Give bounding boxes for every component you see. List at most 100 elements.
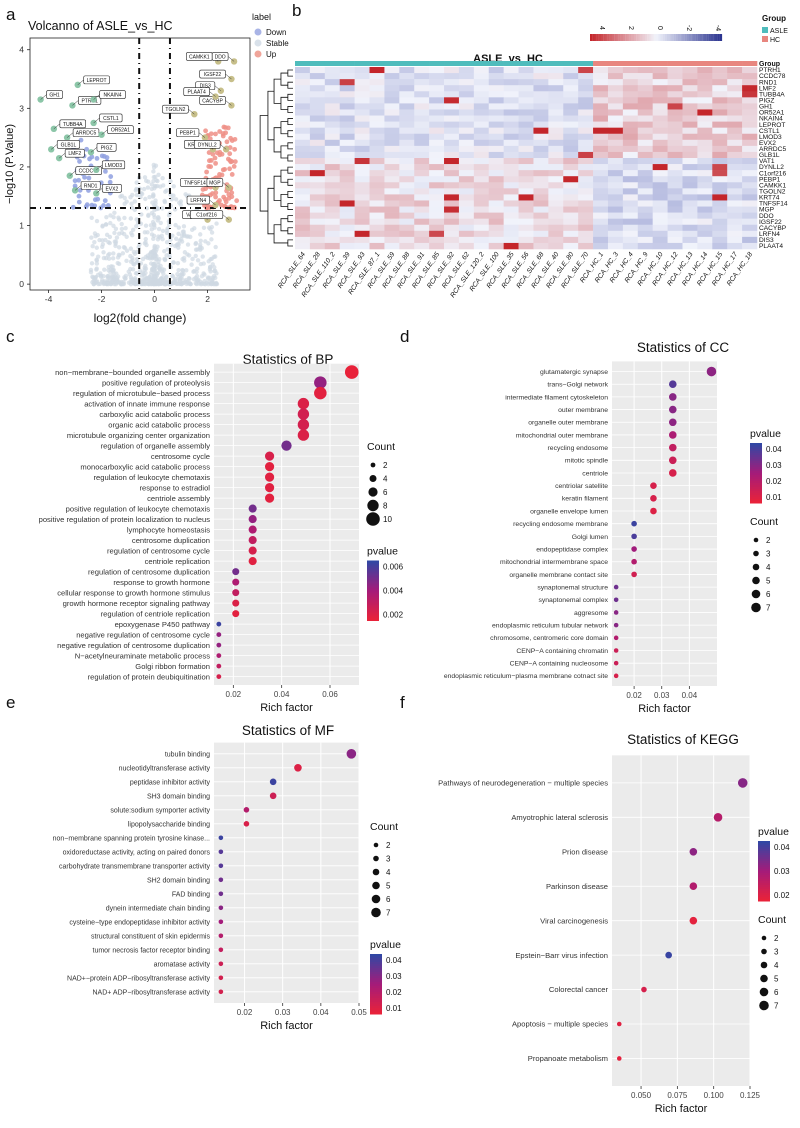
volcano-point-up: [212, 155, 218, 161]
cc-count-legend-label: 5: [766, 577, 771, 586]
heatmap-cell: [563, 212, 579, 219]
volcano-legend-label: Stable: [266, 39, 289, 48]
heatmap-cell: [369, 194, 385, 201]
heatmap-group-cell: [533, 61, 549, 66]
heatmap-cell: [727, 158, 743, 165]
heatmap-group-cell: [682, 61, 698, 66]
cc-pvalue-gradient-step: [750, 471, 762, 474]
bp-pvalue-gradient-step: [367, 612, 379, 615]
heatmap-cell: [488, 97, 504, 104]
heatmap-dendro-branch: [280, 218, 288, 232]
heatmap-cell: [548, 151, 564, 159]
bp-dot: [344, 365, 359, 379]
bp-term-label: positive regulation of leukocyte chemota…: [66, 504, 211, 513]
heatmap-cell: [503, 127, 519, 135]
heatmap-cell: [488, 236, 504, 244]
heatmap-cell: [593, 85, 609, 92]
heatmap-cell: [712, 85, 728, 92]
heatmap-cell: [697, 188, 713, 195]
cc-pvalue-gradient-step: [750, 477, 762, 480]
heatmap-cell: [324, 103, 341, 110]
heatmap-cell: [637, 170, 653, 177]
heatmap-cell: [518, 145, 534, 153]
bp-term-label: negative regulation of centrosome cycle: [76, 630, 210, 639]
heatmap-cell: [384, 188, 400, 195]
heatmap-cell: [593, 194, 609, 201]
volcano-labeled-point: [74, 81, 81, 89]
heatmap-cell: [399, 176, 415, 183]
volcano-point-stable: [148, 272, 154, 278]
heatmap-cell: [637, 206, 653, 213]
heatmap-cell: [652, 200, 668, 207]
heatmap-scale-step: [664, 34, 668, 41]
heatmap-cell: [295, 218, 311, 226]
heatmap-cell: [548, 176, 564, 183]
heatmap-cell: [742, 97, 758, 104]
kegg-pvalue-gradient-step: [758, 857, 770, 860]
heatmap-dendro-branch: [287, 239, 293, 247]
heatmap-cell: [458, 224, 475, 232]
heatmap-cell: [712, 109, 728, 116]
heatmap-cell: [697, 67, 713, 74]
heatmap-cell: [369, 139, 385, 147]
heatmap-cell: [593, 133, 609, 141]
mf-term-label: peptidase inhibitor activity: [130, 779, 211, 786]
heatmap-scale-step: [651, 34, 654, 41]
volcano-point-stable: [201, 225, 207, 230]
volcano-point-stable: [132, 276, 138, 281]
heatmap-cell: [667, 164, 683, 171]
volcano-point-stable: [159, 233, 165, 239]
heatmap-cell: [339, 176, 355, 183]
cc-count-legend-dot: [751, 589, 761, 599]
heatmap-cell: [578, 133, 594, 141]
heatmap-cell: [458, 121, 475, 128]
heatmap-cell: [682, 188, 698, 195]
heatmap-cell: [712, 170, 728, 177]
bp-term-label: activation of innate immune response: [84, 399, 210, 408]
heatmap-cell: [637, 79, 653, 86]
heatmap-dendro-branch: [280, 121, 288, 135]
volcano-point-stable: [128, 216, 134, 221]
kegg-pvalue-gradient-step: [758, 861, 770, 864]
heatmap-cell: [339, 127, 355, 135]
bp-term-label: negative regulation of centrosome duplic…: [57, 641, 210, 650]
cc-dot: [613, 635, 619, 641]
heatmap-cell: [473, 103, 490, 110]
heatmap-cell: [488, 121, 504, 128]
volcano-point-stable: [159, 277, 165, 282]
heatmap-group-legend-swatch: [762, 27, 768, 33]
heatmap-cell: [309, 206, 326, 213]
heatmap-cell: [444, 97, 460, 104]
volcano-point-stable: [129, 201, 134, 206]
heatmap-cell: [309, 127, 326, 135]
heatmap-cell: [667, 121, 683, 128]
heatmap-cell: [324, 176, 341, 183]
kegg-pvalue-gradient-step: [758, 843, 770, 846]
kegg-pvalue-gradient-step: [758, 865, 770, 868]
heatmap-cell: [324, 206, 341, 213]
heatmap-cell: [414, 200, 430, 207]
heatmap-cell: [727, 103, 743, 110]
heatmap-cell: [295, 242, 311, 250]
heatmap-scale-step: [680, 34, 683, 41]
mf-pvalue-gradient-step: [370, 958, 382, 961]
heatmap-cell: [339, 182, 355, 189]
heatmap-cell: [563, 236, 579, 244]
heatmap-cell: [518, 91, 534, 98]
panel-letter-a: a: [6, 5, 16, 24]
bp-term-label: non−membrane−bounded organelle assembly: [55, 368, 210, 377]
bp-dot: [264, 493, 275, 503]
kegg-term-label: Prion disease: [562, 847, 608, 856]
heatmap-cell: [578, 103, 594, 110]
heatmap-cell: [548, 230, 564, 238]
heatmap-cell: [503, 230, 519, 238]
heatmap-cell: [324, 67, 341, 74]
heatmap-gene-label: CAMKK1: [759, 182, 786, 189]
heatmap-cell: [727, 206, 743, 213]
heatmap-cell: [429, 206, 445, 213]
bp-pvalue-gradient-step: [367, 608, 379, 611]
bp-term-label: Golgi ribbon formation: [135, 662, 210, 671]
heatmap-cell: [473, 170, 490, 177]
heatmap-cell: [488, 109, 504, 116]
heatmap-cell: [339, 133, 355, 141]
